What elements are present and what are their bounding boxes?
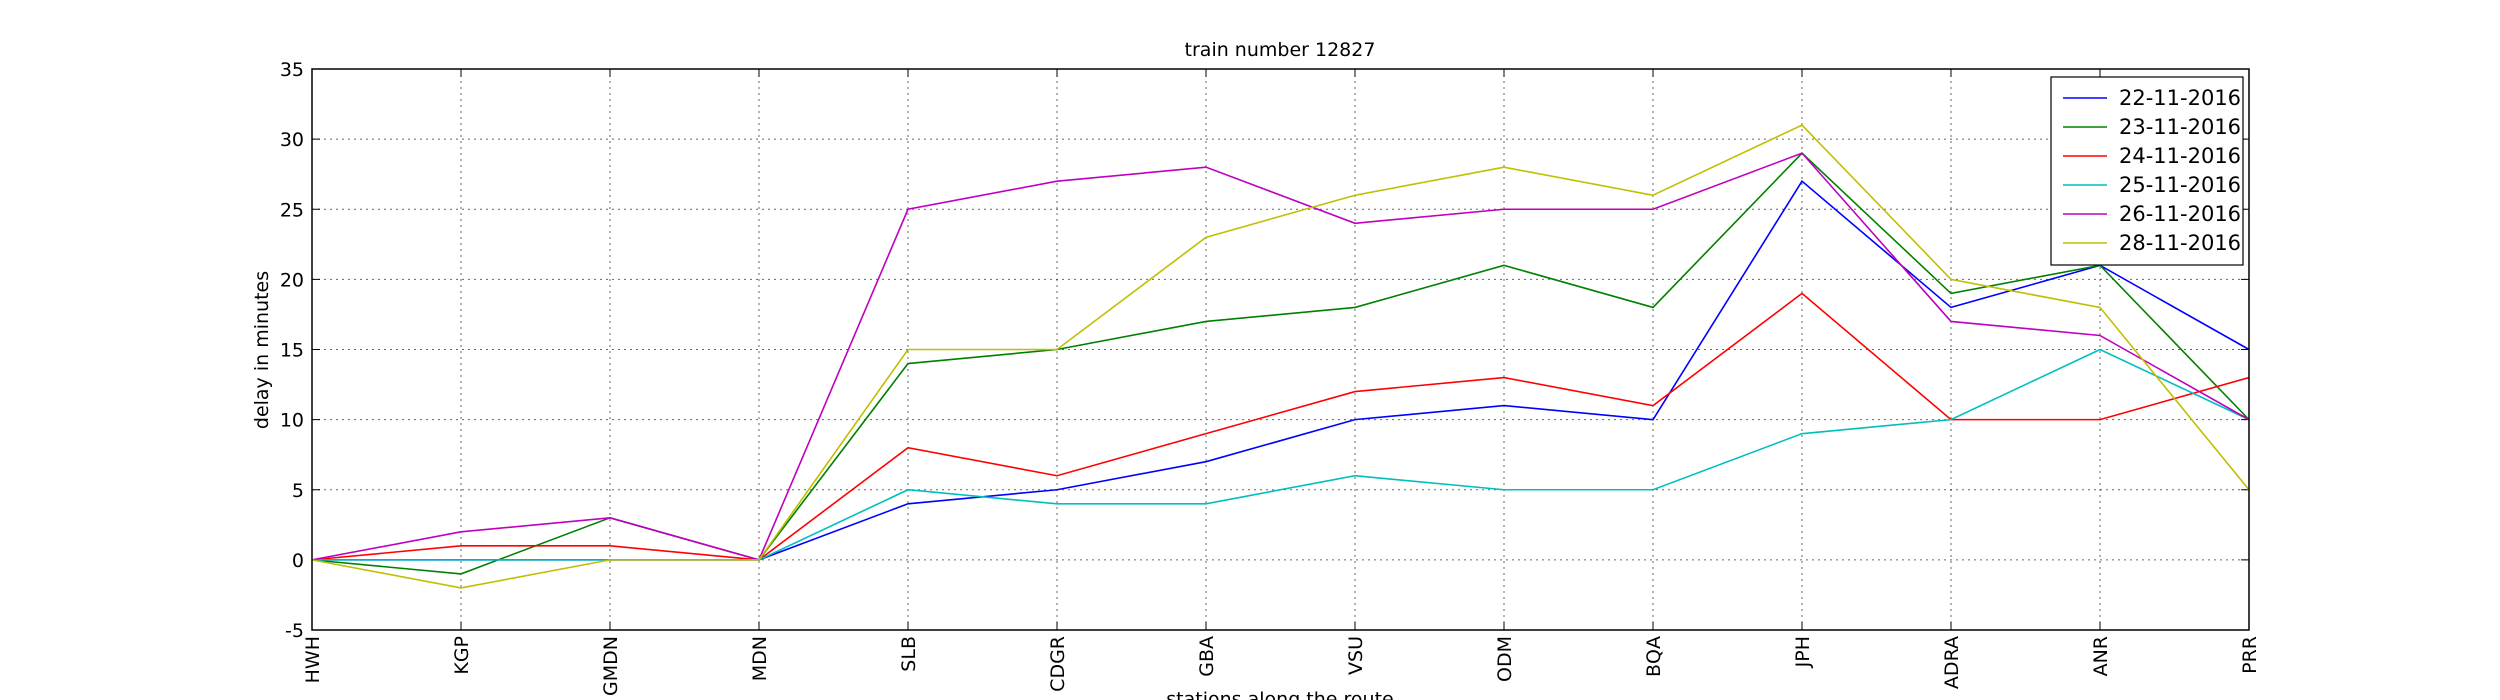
legend-label: 28-11-2016 bbox=[2119, 231, 2241, 255]
y-tick-label: 20 bbox=[280, 269, 304, 291]
x-tick-label: KGP bbox=[451, 636, 473, 675]
x-tick-label: VSU bbox=[1345, 636, 1367, 675]
y-tick-label: -5 bbox=[285, 620, 304, 642]
series-line bbox=[312, 179, 2250, 561]
y-tick-label: 15 bbox=[280, 340, 304, 362]
x-tick-label: PRR bbox=[2239, 636, 2261, 674]
y-tick-label: 0 bbox=[292, 550, 304, 572]
legend-label: 23-11-2016 bbox=[2119, 115, 2241, 139]
legend-box bbox=[2050, 76, 2244, 266]
x-tick-label: GMDN bbox=[600, 636, 622, 696]
y-tick-label: 35 bbox=[280, 59, 304, 81]
series-line bbox=[311, 292, 2250, 561]
x-axis-label: stations along the route bbox=[1166, 689, 1393, 700]
y-tick-label: 10 bbox=[280, 410, 304, 432]
series-line bbox=[311, 152, 2250, 561]
series-line bbox=[312, 348, 2250, 561]
x-tick-label: CDGR bbox=[1047, 636, 1069, 692]
x-tick-label: ADRA bbox=[1941, 636, 1963, 689]
y-tick-label: 25 bbox=[280, 199, 304, 221]
x-tick-label: ANR bbox=[2090, 636, 2112, 676]
x-tick-label: GBA bbox=[1196, 636, 1218, 677]
y-axis-label: delay in minutes bbox=[251, 271, 273, 429]
legend-label: 24-11-2016 bbox=[2119, 144, 2241, 168]
y-tick-label: 5 bbox=[292, 480, 304, 502]
legend-label: 26-11-2016 bbox=[2119, 202, 2241, 226]
x-tick-label: MDN bbox=[749, 636, 771, 681]
legend-label: 25-11-2016 bbox=[2119, 173, 2241, 197]
y-tick-label: 30 bbox=[280, 129, 304, 151]
x-tick-label: JPH bbox=[1792, 636, 1814, 668]
x-tick-label: SLB bbox=[898, 636, 920, 672]
legend-label: 22-11-2016 bbox=[2119, 86, 2241, 110]
x-tick-label: HWH bbox=[302, 636, 324, 683]
x-tick-label: BQA bbox=[1643, 636, 1665, 677]
chart-title: train number 12827 bbox=[1185, 39, 1376, 61]
plot-frame bbox=[311, 68, 2250, 631]
x-tick-label: ODM bbox=[1494, 636, 1516, 682]
series-line bbox=[311, 124, 2250, 589]
